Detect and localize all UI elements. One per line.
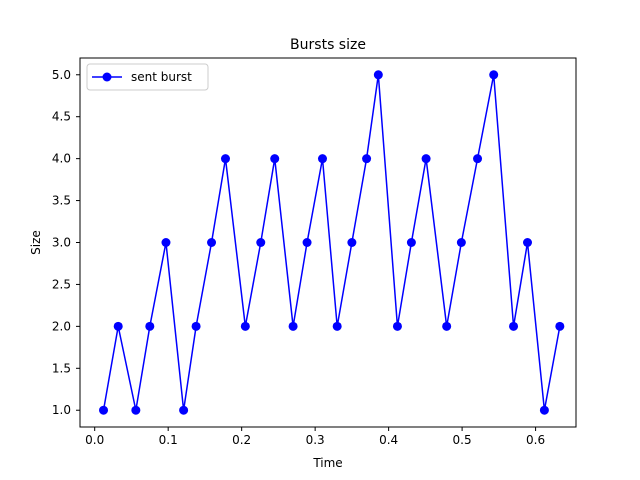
data-point [161, 238, 171, 247]
data-point [270, 154, 280, 164]
data-point [347, 238, 357, 247]
data-point [555, 321, 565, 331]
data-point [240, 321, 250, 331]
data-point [191, 321, 201, 331]
x-tick-label: 0.4 [379, 433, 398, 447]
y-tick-label: 5.0 [52, 68, 71, 82]
x-tick-label: 0.2 [232, 433, 251, 447]
y-tick-label: 3.0 [52, 236, 71, 250]
data-point [99, 405, 109, 415]
y-tick-label: 4.5 [52, 110, 71, 124]
y-tick-label: 1.0 [52, 403, 71, 417]
x-axis-label: Time [312, 456, 342, 470]
data-point [113, 321, 123, 331]
data-point [220, 154, 230, 164]
data-point [288, 321, 298, 331]
y-tick-label: 2.5 [52, 277, 71, 291]
data-point [362, 154, 372, 164]
data-point [489, 70, 499, 80]
legend-label: sent burst [131, 70, 192, 84]
y-axis-label: Size [29, 230, 43, 255]
data-point [302, 238, 312, 247]
data-point [406, 238, 416, 247]
y-tick-label: 3.5 [52, 194, 71, 208]
x-axis: 0.0 0.1 0.2 0.3 0.4 0.5 0.6 [85, 427, 545, 447]
x-tick-label: 0.0 [85, 433, 104, 447]
data-point [373, 70, 383, 80]
x-tick-label: 0.3 [306, 433, 325, 447]
legend-marker-swatch [102, 72, 112, 82]
data-point [317, 154, 327, 164]
series-line [102, 74, 561, 411]
y-tick-label: 4.0 [52, 152, 71, 166]
chart-title: Bursts size [290, 37, 366, 53]
data-point [207, 238, 217, 247]
data-point [509, 321, 519, 331]
data-point [421, 154, 431, 164]
x-tick-label: 0.1 [159, 433, 178, 447]
data-point [256, 238, 266, 247]
y-tick-label: 2.0 [52, 319, 71, 333]
data-point [179, 405, 189, 415]
data-point [145, 321, 155, 331]
y-tick-label: 1.5 [52, 361, 71, 375]
plot-area [99, 70, 565, 415]
data-point [456, 238, 466, 247]
legend: sent burst [86, 63, 209, 91]
data-point [473, 154, 483, 164]
data-point [442, 321, 452, 331]
x-tick-label: 0.6 [526, 433, 545, 447]
x-tick-label: 0.5 [453, 433, 472, 447]
data-point [539, 405, 549, 415]
data-point [392, 321, 402, 331]
y-axis: 1.0 1.5 2.0 2.5 3.0 3.5 4.0 4.5 5.0 [52, 68, 80, 417]
data-point [523, 238, 533, 247]
data-point [131, 405, 141, 415]
legend-box [86, 63, 209, 91]
data-point [332, 321, 342, 331]
